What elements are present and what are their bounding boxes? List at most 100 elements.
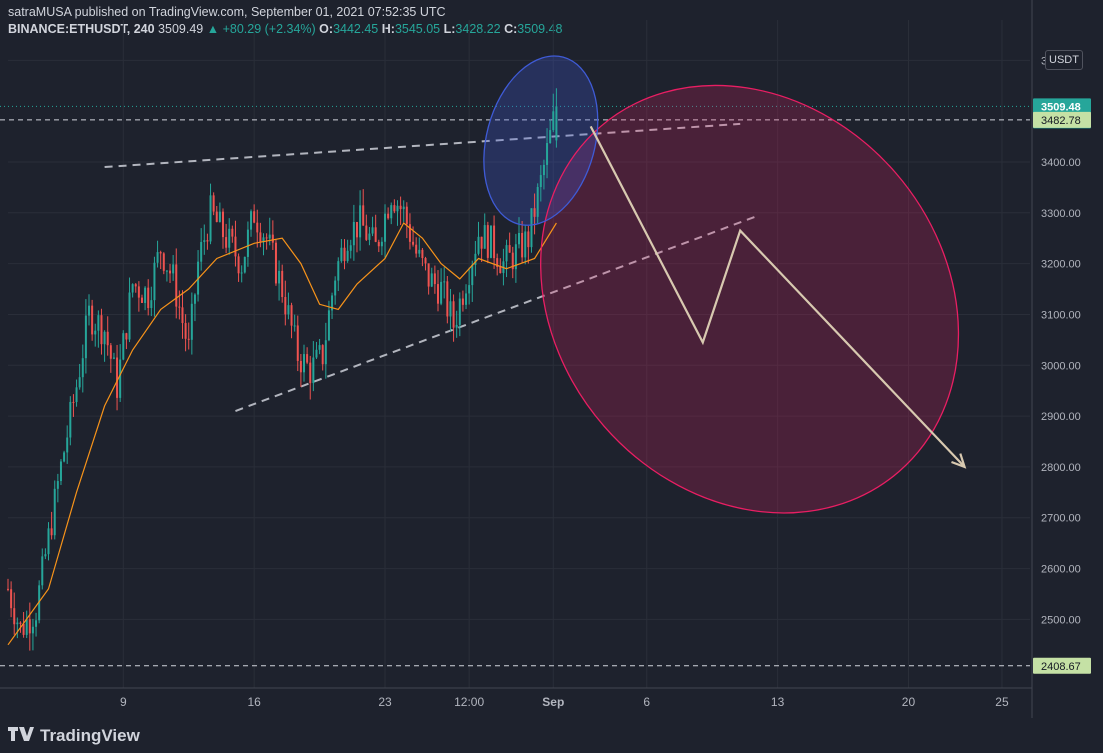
price-change: ▲ +80.29 (+2.34%): [206, 22, 316, 36]
candle-body: [303, 354, 306, 373]
candle-body: [343, 247, 346, 262]
candle-body: [352, 221, 355, 246]
candle-body: [349, 245, 352, 251]
candle-body: [69, 401, 72, 438]
candle-body: [259, 232, 262, 243]
price-tag-label: 3509.48: [1041, 101, 1081, 113]
moving-average-line: [7, 222, 557, 646]
candle-body: [190, 303, 193, 340]
candle-body: [274, 242, 277, 284]
candle-body: [340, 247, 343, 262]
blue-ellipse: [483, 55, 599, 226]
candle-body: [75, 387, 78, 403]
candle-body: [371, 227, 374, 234]
candle-body: [103, 331, 106, 345]
candle-body: [28, 619, 31, 634]
candle-body: [458, 298, 461, 325]
lower-trendline: [235, 214, 760, 412]
horizontal-lines: [0, 105, 1030, 667]
candle-body: [380, 241, 383, 247]
candle-body: [536, 187, 539, 217]
candle-body: [153, 262, 156, 301]
candle-body: [81, 358, 84, 378]
candle-body: [262, 237, 265, 243]
candle-body: [365, 225, 368, 240]
candle-body: [97, 315, 100, 331]
candle-body: [184, 323, 187, 339]
candle-body: [424, 258, 427, 264]
candle-body: [231, 228, 234, 237]
brand-logo[interactable]: TradingView: [8, 726, 140, 746]
candle-body: [362, 205, 365, 226]
candle-body: [299, 360, 302, 373]
candle-body: [13, 608, 16, 625]
candle-body: [56, 481, 59, 489]
candle-body: [465, 293, 468, 305]
projection-arrowhead: [951, 453, 967, 469]
candle-body: [25, 619, 28, 635]
candle-body: [430, 273, 433, 287]
candle-body: [321, 345, 324, 365]
candle-body: [66, 437, 69, 453]
candle-body: [514, 244, 517, 270]
candle-body: [493, 225, 496, 259]
y-tick-label: 2500.00: [1041, 614, 1081, 626]
candle-body: [387, 213, 390, 219]
candle-body: [240, 272, 243, 274]
y-tick-label: 3400.00: [1041, 157, 1081, 169]
x-tick-label: 16: [247, 695, 261, 709]
x-tick-label: 20: [902, 695, 916, 709]
candle-body: [7, 588, 9, 590]
candle-body: [265, 237, 268, 239]
candle-body: [452, 301, 455, 328]
candle-body: [94, 330, 97, 335]
candle-body: [131, 284, 134, 293]
low-label: L:: [443, 22, 456, 36]
candle-body: [449, 301, 452, 317]
candle-body: [159, 252, 162, 254]
candle-body: [539, 175, 542, 188]
candle-body: [427, 263, 430, 287]
candle-body: [306, 354, 309, 363]
candle-body: [318, 345, 321, 350]
candle-body: [16, 622, 19, 625]
candle-body: [533, 208, 536, 217]
candle-body: [393, 205, 396, 212]
candle-body: [312, 357, 315, 384]
candle-body: [271, 234, 274, 243]
candle-body: [508, 245, 511, 253]
y-tick-label: 3100.00: [1041, 309, 1081, 321]
candle-body: [549, 130, 552, 144]
candle-body: [455, 324, 458, 328]
x-tick-label: 12:00: [454, 695, 484, 709]
candle-body: [433, 273, 436, 285]
candle-body: [225, 237, 228, 248]
symbol-label[interactable]: BINANCE:ETHUSDT, 240: [8, 22, 155, 36]
trendlines: [104, 122, 760, 412]
y-tick-label: 3200.00: [1041, 259, 1081, 271]
candle-body: [253, 211, 256, 223]
candle-body: [246, 229, 249, 257]
projection-path-line: [589, 125, 966, 468]
candle-body: [193, 294, 196, 304]
candle-body: [489, 225, 492, 258]
candle-body: [399, 205, 402, 210]
candle-body: [327, 310, 330, 341]
candle-body: [402, 206, 405, 210]
price-chart[interactable]: 3600.003400.003300.003200.003100.003000.…: [0, 0, 1103, 718]
candle-body: [474, 253, 477, 265]
candle-body: [106, 331, 109, 346]
candle-body: [88, 305, 91, 316]
candle-body: [78, 377, 81, 388]
candle-body: [377, 241, 380, 247]
candle-body: [415, 244, 418, 254]
y-tick-label: 3000.00: [1041, 360, 1081, 372]
currency-badge[interactable]: USDT: [1045, 50, 1083, 70]
x-tick-label: 6: [643, 695, 650, 709]
candle-body: [119, 359, 122, 398]
candle-body: [278, 270, 281, 284]
high-value: 3545.05: [394, 22, 441, 36]
candle-body: [468, 285, 471, 294]
candle-body: [511, 252, 514, 270]
candle-body: [59, 461, 62, 482]
